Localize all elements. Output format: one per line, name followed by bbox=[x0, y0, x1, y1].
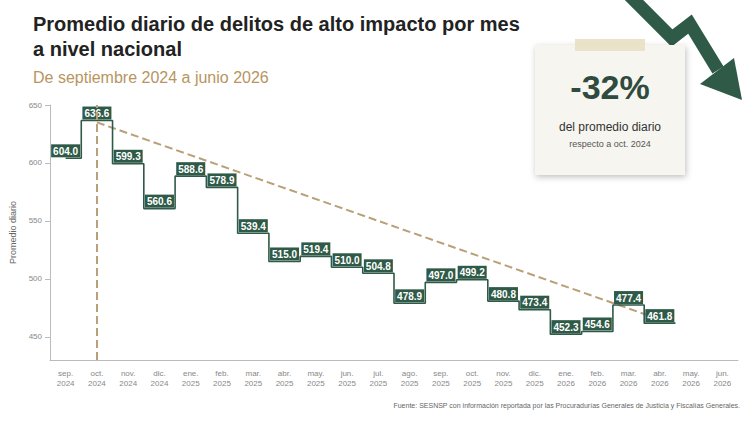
svg-text:2026: 2026 bbox=[588, 379, 606, 388]
svg-text:a nivel nacional: a nivel nacional bbox=[33, 38, 182, 60]
svg-text:respecto a oct. 2024: respecto a oct. 2024 bbox=[569, 139, 651, 149]
svg-text:578.9: 578.9 bbox=[209, 175, 234, 186]
svg-text:del promedio diario: del promedio diario bbox=[559, 120, 661, 134]
svg-text:Promedio diario: Promedio diario bbox=[8, 201, 18, 264]
svg-text:feb.: feb. bbox=[215, 369, 228, 378]
svg-text:-32%: -32% bbox=[570, 68, 649, 106]
svg-text:2024: 2024 bbox=[151, 379, 169, 388]
svg-text:abr.: abr. bbox=[278, 369, 291, 378]
svg-text:504.8: 504.8 bbox=[366, 261, 391, 272]
svg-text:oct.: oct. bbox=[466, 369, 479, 378]
svg-text:560.6: 560.6 bbox=[147, 196, 172, 207]
svg-text:510.0: 510.0 bbox=[335, 255, 360, 266]
svg-text:2026: 2026 bbox=[713, 379, 731, 388]
svg-text:ene.: ene. bbox=[558, 369, 574, 378]
svg-text:2024: 2024 bbox=[57, 379, 75, 388]
svg-text:2026: 2026 bbox=[557, 379, 575, 388]
svg-text:2025: 2025 bbox=[369, 379, 387, 388]
svg-text:604.0: 604.0 bbox=[53, 146, 78, 157]
svg-text:abr.: abr. bbox=[653, 369, 666, 378]
svg-text:ago.: ago. bbox=[402, 369, 418, 378]
svg-text:2026: 2026 bbox=[682, 379, 700, 388]
svg-text:450: 450 bbox=[29, 332, 43, 341]
svg-text:473.4: 473.4 bbox=[522, 297, 547, 308]
svg-text:500: 500 bbox=[29, 274, 43, 283]
svg-text:Fuente: SESNSP con información: Fuente: SESNSP con información reportada… bbox=[393, 402, 740, 410]
svg-text:2025: 2025 bbox=[432, 379, 450, 388]
svg-text:jun.: jun. bbox=[340, 369, 354, 378]
svg-text:sep.: sep. bbox=[58, 369, 73, 378]
svg-text:2024: 2024 bbox=[119, 379, 137, 388]
svg-text:454.6: 454.6 bbox=[585, 319, 610, 330]
svg-text:515.0: 515.0 bbox=[272, 249, 297, 260]
svg-text:2025: 2025 bbox=[276, 379, 294, 388]
svg-text:dic.: dic. bbox=[529, 369, 541, 378]
svg-text:mar.: mar. bbox=[621, 369, 637, 378]
svg-text:2025: 2025 bbox=[244, 379, 262, 388]
svg-text:600: 600 bbox=[29, 158, 43, 167]
svg-text:539.4: 539.4 bbox=[241, 221, 266, 232]
svg-text:452.3: 452.3 bbox=[553, 322, 578, 333]
svg-text:2026: 2026 bbox=[620, 379, 638, 388]
svg-text:ene.: ene. bbox=[183, 369, 199, 378]
svg-text:550: 550 bbox=[29, 216, 43, 225]
svg-text:mar.: mar. bbox=[245, 369, 261, 378]
svg-text:De septiembre 2024 a junio 202: De septiembre 2024 a junio 2026 bbox=[33, 69, 269, 86]
svg-text:588.6: 588.6 bbox=[178, 164, 203, 175]
svg-text:499.2: 499.2 bbox=[460, 267, 485, 278]
svg-text:2024: 2024 bbox=[88, 379, 106, 388]
svg-text:jun.: jun. bbox=[715, 369, 729, 378]
svg-text:2026: 2026 bbox=[651, 379, 669, 388]
svg-text:519.4: 519.4 bbox=[303, 244, 328, 255]
svg-text:dic.: dic. bbox=[153, 369, 165, 378]
svg-text:477.4: 477.4 bbox=[616, 293, 641, 304]
svg-text:497.0: 497.0 bbox=[428, 270, 453, 281]
svg-text:oct.: oct. bbox=[90, 369, 103, 378]
svg-text:2025: 2025 bbox=[182, 379, 200, 388]
svg-text:478.9: 478.9 bbox=[397, 291, 422, 302]
svg-text:636.6: 636.6 bbox=[84, 108, 110, 119]
svg-text:650: 650 bbox=[29, 101, 43, 110]
svg-text:461.8: 461.8 bbox=[647, 311, 672, 322]
svg-text:feb.: feb. bbox=[591, 369, 604, 378]
svg-text:2025: 2025 bbox=[338, 379, 356, 388]
svg-text:2025: 2025 bbox=[213, 379, 231, 388]
svg-text:480.8: 480.8 bbox=[491, 289, 516, 300]
svg-text:2025: 2025 bbox=[401, 379, 419, 388]
svg-text:Promedio diario de delitos de: Promedio diario de delitos de alto impac… bbox=[33, 13, 525, 35]
svg-text:nov.: nov. bbox=[121, 369, 136, 378]
svg-text:2025: 2025 bbox=[495, 379, 513, 388]
svg-text:sep.: sep. bbox=[433, 369, 448, 378]
svg-text:2025: 2025 bbox=[463, 379, 481, 388]
svg-text:2025: 2025 bbox=[526, 379, 544, 388]
svg-text:2025: 2025 bbox=[307, 379, 325, 388]
svg-text:may.: may. bbox=[307, 369, 324, 378]
svg-text:may.: may. bbox=[683, 369, 700, 378]
svg-text:599.3: 599.3 bbox=[116, 151, 141, 162]
svg-text:jul.: jul. bbox=[372, 369, 383, 378]
svg-text:nov.: nov. bbox=[496, 369, 511, 378]
